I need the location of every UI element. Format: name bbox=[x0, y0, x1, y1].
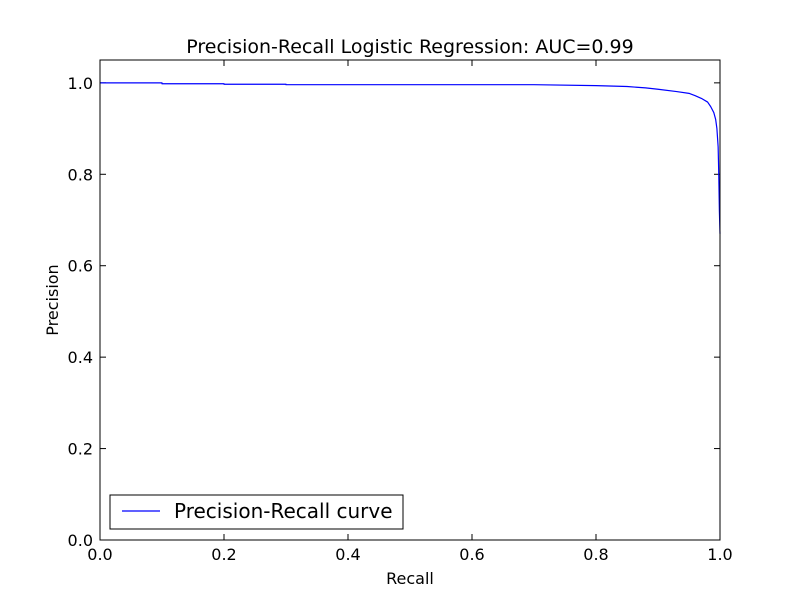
plot-frame bbox=[99, 59, 721, 541]
y-tick-label: 0.2 bbox=[68, 440, 93, 459]
precision-recall-curve bbox=[100, 82, 721, 234]
series-layer bbox=[100, 82, 721, 234]
legend-label: Precision-Recall curve bbox=[174, 499, 393, 523]
x-tick-label: 0.0 bbox=[87, 545, 112, 564]
x-tick-label: 0.6 bbox=[459, 545, 484, 564]
chart-title: Precision-Recall Logistic Regression: AU… bbox=[186, 36, 633, 58]
legend-box bbox=[109, 494, 404, 530]
y-tick-label: 1.0 bbox=[68, 74, 93, 93]
y-tick-label: 0.6 bbox=[68, 257, 93, 276]
y-axis-label: Precision bbox=[43, 264, 62, 335]
x-tick-label: 1.0 bbox=[707, 545, 732, 564]
x-tick-label: 0.2 bbox=[211, 545, 236, 564]
plot-area bbox=[100, 60, 720, 540]
y-tick-label: 0.0 bbox=[68, 531, 93, 550]
y-tick-label: 0.4 bbox=[68, 348, 93, 367]
x-tick-label: 0.8 bbox=[583, 545, 608, 564]
y-axis: 0.0 0.2 0.4 0.6 0.8 1.0 bbox=[68, 74, 720, 550]
y-tick-label: 0.8 bbox=[68, 165, 93, 184]
legend: Precision-Recall curve bbox=[109, 494, 404, 530]
x-axis-label: Recall bbox=[386, 569, 434, 588]
x-tick-label: 0.4 bbox=[335, 545, 360, 564]
